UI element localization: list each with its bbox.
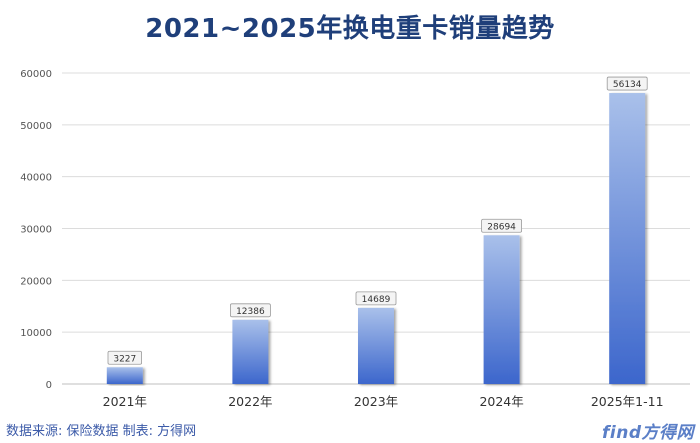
y-tick-label: 30000	[20, 225, 52, 236]
data-label-box	[606, 76, 648, 91]
data-label-box	[355, 291, 397, 306]
watermark-logo: find方得网	[602, 423, 694, 443]
x-tick-label: 2022年	[228, 394, 272, 409]
source-note: 数据来源: 保险数据 制表: 方得网	[6, 424, 197, 439]
bar	[106, 367, 143, 384]
y-tick-label: 0	[46, 380, 52, 391]
data-label: 3227	[113, 354, 136, 364]
bars	[106, 93, 646, 385]
chart-title: 2021~2025年换电重卡销量趋势	[145, 14, 555, 44]
labels: 3227 12386 14689 28694 56134	[107, 76, 648, 365]
data-label-box	[229, 303, 271, 318]
axes: 0 10000 20000 30000 40000 50000 60000 2021年 2022…	[20, 69, 663, 409]
bar	[483, 235, 520, 384]
x-tick-label: 2021年	[103, 394, 147, 409]
y-tick-label: 60000	[20, 69, 52, 80]
data-label-box	[481, 218, 523, 233]
bar	[232, 319, 269, 384]
y-tick-label: 20000	[20, 276, 52, 287]
data-label: 14689	[362, 295, 391, 305]
bar	[358, 307, 394, 384]
x-tick-label: 2024年	[479, 394, 523, 409]
y-tick-label: 10000	[20, 328, 52, 339]
y-tick-label: 40000	[20, 173, 52, 184]
data-label: 28694	[487, 222, 516, 232]
data-label: 12386	[236, 307, 265, 317]
x-tick-label: 2023年	[354, 394, 398, 409]
x-tick-label: 2025年1-11	[591, 394, 664, 409]
y-tick-label: 50000	[20, 121, 52, 132]
bar	[609, 93, 646, 385]
data-label: 56134	[613, 80, 642, 90]
data-label-box	[107, 350, 142, 365]
